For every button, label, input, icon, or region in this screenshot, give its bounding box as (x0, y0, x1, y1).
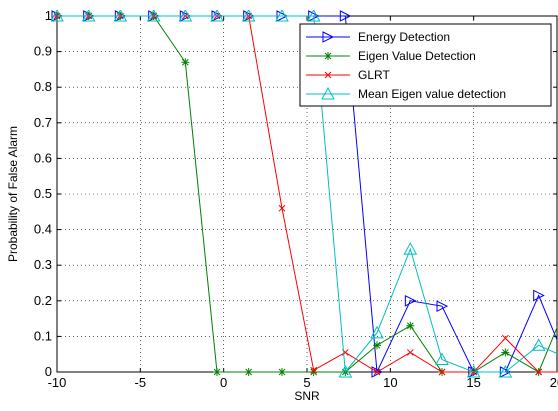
data-point (324, 52, 332, 60)
data-point (533, 289, 545, 302)
legend-label: GLRT (358, 68, 390, 82)
y-tick-label: 1 (45, 8, 52, 23)
data-point (370, 325, 384, 339)
legend-label: Mean Eigen value detection (358, 87, 506, 101)
x-tick-label: 20 (550, 375, 558, 390)
x-tick-label: -10 (48, 375, 67, 390)
data-point (435, 352, 449, 366)
x-tick-label: 15 (466, 375, 480, 390)
y-tick-label: 0 (45, 364, 52, 379)
data-point (531, 338, 546, 351)
y-tick-label: 0.6 (34, 150, 52, 165)
data-point (501, 334, 509, 342)
legend-item: Mean Eigen value detection (306, 86, 506, 101)
x-tick-label: 10 (383, 375, 397, 390)
data-point (241, 10, 256, 22)
data-point (373, 368, 381, 376)
data-point (306, 10, 321, 22)
data-point (81, 10, 96, 22)
data-point (322, 31, 335, 43)
y-tick-label: 0.4 (34, 222, 52, 237)
legend-item: GLRT (306, 68, 390, 82)
data-point (406, 321, 415, 330)
y-tick-label: 0.8 (34, 79, 52, 94)
legend-item: Eigen Value Detection (306, 49, 476, 63)
data-point (406, 349, 414, 356)
series-line (57, 15, 557, 374)
data-point (324, 71, 332, 79)
legend: Energy Detection Eigen Value Detection GLR… (299, 23, 552, 107)
x-axis-label: SNR (294, 389, 320, 403)
data-point (404, 294, 417, 307)
data-point (501, 348, 510, 357)
data-point (371, 366, 384, 378)
data-point (535, 368, 543, 376)
y-tick-label: 0.7 (34, 115, 52, 130)
data-point (244, 368, 253, 376)
y-tick-label: 0.1 (34, 328, 52, 343)
data-point (438, 368, 446, 376)
legend-box (299, 23, 552, 107)
series-4 (51, 10, 557, 378)
data-point (146, 10, 161, 22)
data-point (181, 58, 190, 67)
data-point (436, 300, 449, 312)
data-point (338, 364, 353, 378)
data-point (178, 10, 193, 22)
y-tick-label: 0.3 (34, 257, 52, 272)
data-point (51, 10, 64, 22)
data-point (309, 368, 318, 376)
data-point (498, 364, 513, 378)
x-tick-label: -5 (135, 375, 147, 390)
y-tick-label: 0.9 (34, 44, 52, 59)
data-point (213, 368, 221, 376)
legend-item: Energy Detection (306, 30, 450, 44)
data-point (278, 368, 286, 376)
y-tick-label: 0.2 (34, 293, 52, 308)
data-point (113, 10, 128, 22)
data-point (466, 364, 481, 378)
legend-label: Eigen Value Detection (358, 49, 476, 63)
data-point (310, 366, 318, 374)
data-point (278, 204, 286, 212)
data-point (373, 341, 381, 350)
data-point (275, 10, 289, 22)
x-tick-label: 0 (220, 375, 227, 390)
legend-label: Energy Detection (358, 30, 450, 44)
data-point (210, 10, 224, 22)
y-axis-label: Probability of False Alarm (6, 126, 20, 262)
axis-ticks: -10 -5 0 5 10 15 20 0 0.1 0.2 0.3 0.4 0.5 0.6 0.7 0.8 0.… (34, 8, 558, 390)
data-point (339, 10, 352, 22)
data-point (321, 86, 335, 100)
x-tick-label: 5 (303, 375, 310, 390)
series-layer (51, 10, 557, 378)
data-point (403, 242, 418, 255)
y-tick-label: 0.5 (34, 186, 52, 201)
